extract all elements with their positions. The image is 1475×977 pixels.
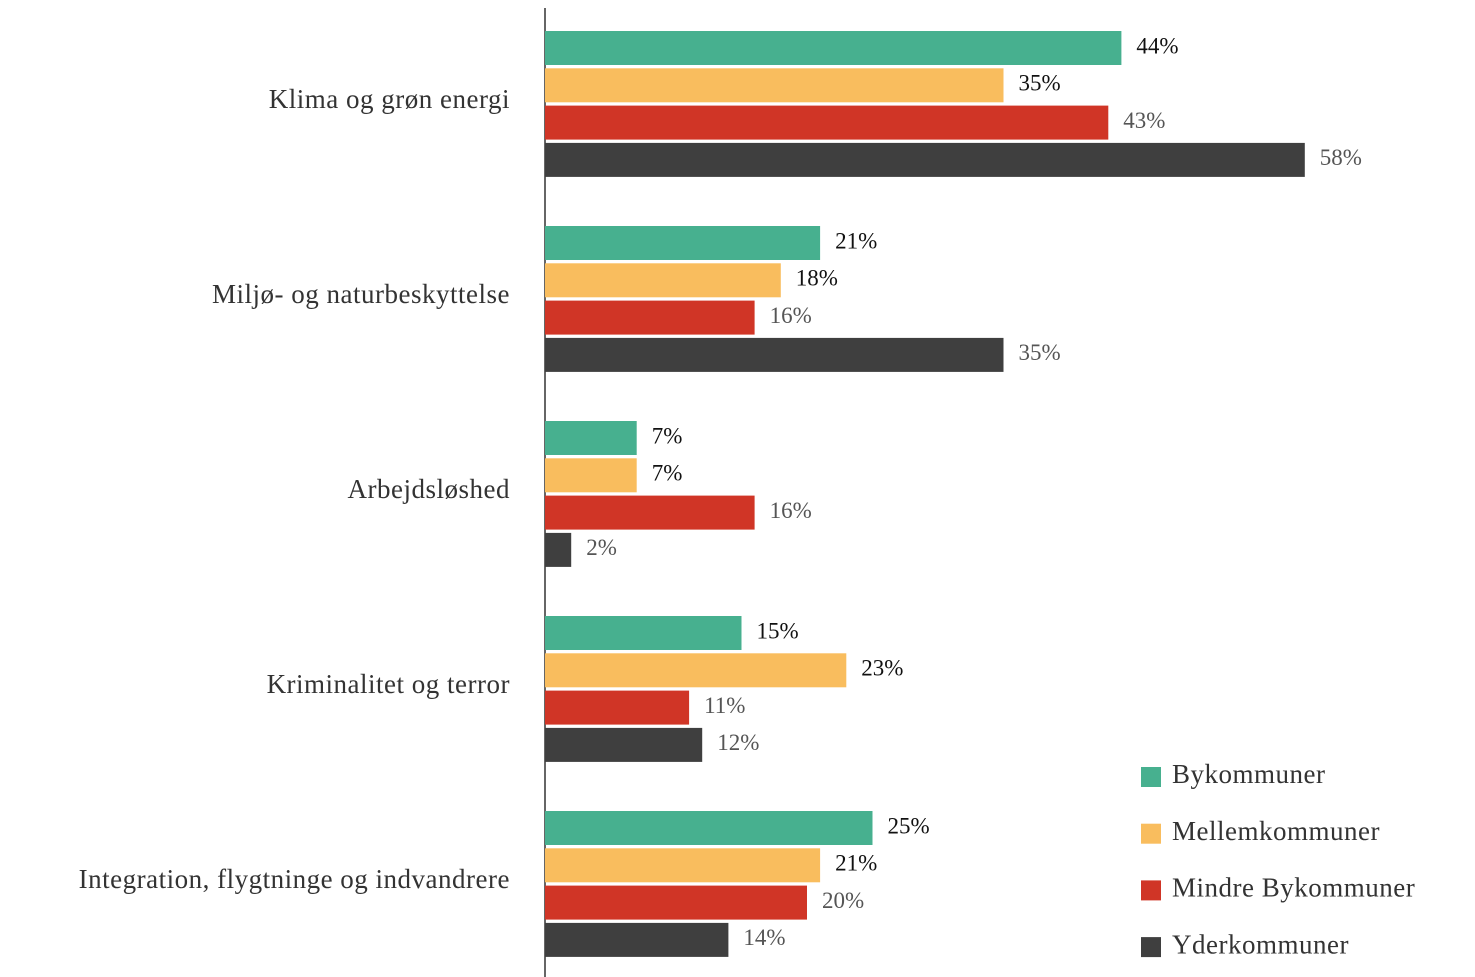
value-label: 14% [743, 925, 785, 950]
bar [545, 142, 1305, 177]
legend-swatch [1141, 937, 1161, 958]
legend-swatch [1141, 767, 1161, 787]
bar [545, 653, 847, 688]
legend-swatch [1141, 823, 1161, 844]
bar [545, 458, 637, 493]
bar [545, 421, 637, 455]
value-label: 16% [770, 303, 812, 328]
value-label: 43% [1123, 108, 1165, 133]
value-label: 20% [822, 888, 864, 913]
value-label: 21% [835, 851, 877, 876]
value-label: 44% [1136, 33, 1178, 58]
legend-label: Mindre Bykommuner [1172, 873, 1415, 903]
value-label: 16% [770, 498, 812, 523]
value-label: 58% [1320, 145, 1362, 170]
bar [545, 690, 690, 725]
bar [545, 263, 781, 298]
value-label: 11% [704, 693, 745, 718]
value-label: 2% [586, 535, 617, 560]
category-label: Kriminalitet og terror [267, 669, 510, 699]
bar [545, 848, 821, 883]
category-label: Integration, flygtninge og indvandrere [79, 864, 510, 894]
bar [545, 885, 807, 920]
bar [545, 922, 729, 957]
category-label: Miljø- og naturbeskyttelse [212, 279, 510, 309]
value-label: 35% [1019, 340, 1061, 365]
category-label: Klima og grøn energi [269, 84, 510, 114]
value-label: 7% [652, 423, 683, 448]
bar [545, 532, 572, 567]
value-label: 15% [757, 618, 799, 643]
legend-swatch [1141, 880, 1161, 901]
legend-label: Yderkommuner [1172, 929, 1349, 959]
value-label: 7% [652, 461, 683, 486]
bar [545, 727, 703, 762]
bar [545, 300, 755, 335]
legend-label: Bykommuner [1172, 759, 1326, 789]
bar [545, 337, 1004, 372]
bar [545, 495, 755, 530]
value-label: 35% [1019, 71, 1061, 96]
bar [545, 31, 1122, 65]
value-label: 12% [717, 730, 759, 755]
value-label: 18% [796, 266, 838, 291]
bar [545, 226, 821, 260]
bar [545, 105, 1109, 140]
bar [545, 811, 873, 845]
value-label: 21% [835, 228, 877, 253]
value-label: 25% [888, 813, 930, 838]
bar [545, 68, 1004, 103]
bar [545, 616, 742, 650]
category-label: Arbejdsløshed [348, 474, 510, 504]
value-label: 23% [861, 656, 903, 681]
legend-label: Mellemkommuner [1172, 816, 1380, 846]
